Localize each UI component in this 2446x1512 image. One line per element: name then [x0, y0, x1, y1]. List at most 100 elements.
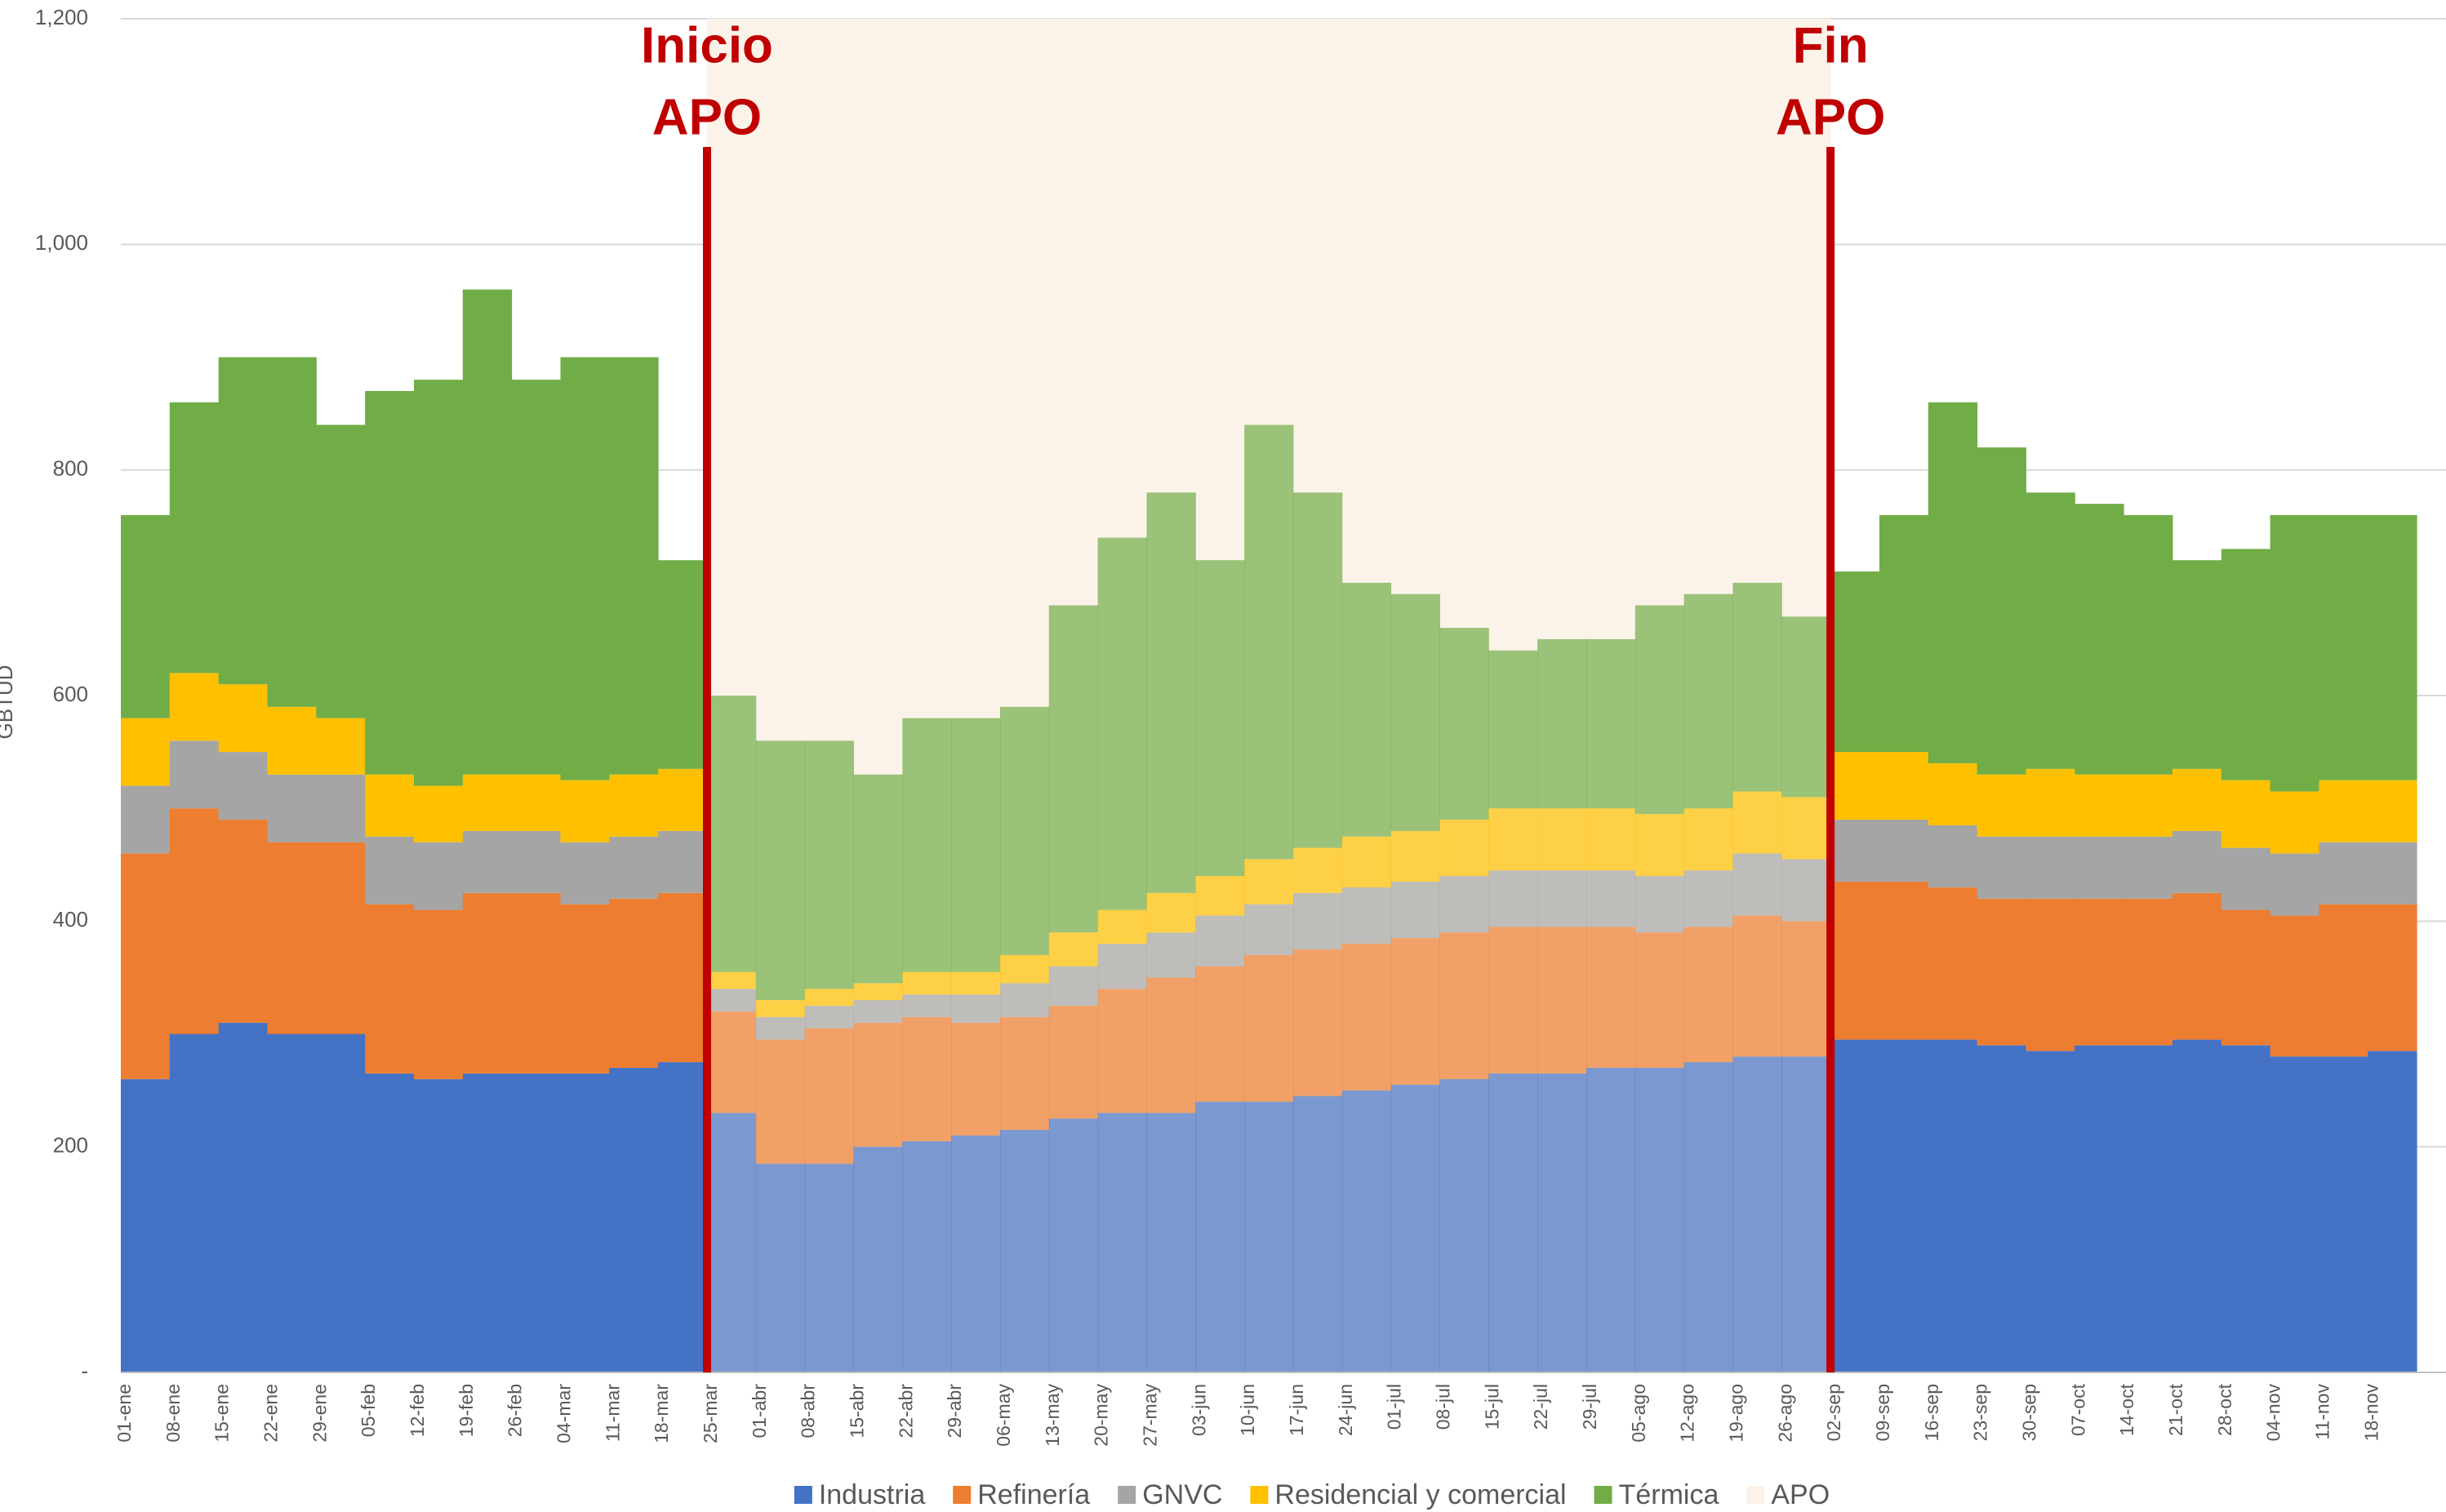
- bar-segment: [658, 1062, 708, 1372]
- bar-segment: [2270, 853, 2319, 916]
- bar-segment: [1048, 1005, 1099, 1119]
- legend-swatch: [794, 1486, 812, 1504]
- x-tick-label: 09-sep: [1872, 1384, 1893, 1441]
- x-tick-label: 27-may: [1140, 1384, 1161, 1447]
- bar-segment: [267, 706, 317, 775]
- bar-segment: [1341, 1090, 1392, 1372]
- x-tick-label: 03-jun: [1188, 1384, 1209, 1436]
- bar-segment: [1879, 752, 1929, 820]
- bar-segment: [1390, 1084, 1440, 1372]
- y-tick-label: 400: [53, 907, 88, 932]
- bar-segment: [511, 1073, 561, 1372]
- bar-segment: [706, 989, 757, 1012]
- bar-segment: [121, 718, 171, 786]
- bar-segment: [1585, 638, 1636, 809]
- bar-segment: [169, 402, 220, 674]
- bar-segment: [2221, 847, 2271, 910]
- bar-segment: [413, 785, 464, 843]
- bar-segment: [1634, 876, 1685, 933]
- bar-segment: [169, 740, 220, 809]
- bar-segment: [1634, 932, 1685, 1068]
- bar-segment: [1488, 927, 1538, 1074]
- bar-segment: [1537, 808, 1587, 871]
- bar-segment: [2368, 1051, 2417, 1372]
- bar-segment: [2075, 1045, 2124, 1372]
- bar-segment: [365, 1073, 415, 1372]
- bar-segment: [1097, 989, 1147, 1114]
- bar-segment: [1244, 859, 1294, 905]
- x-tick-label: 18-mar: [651, 1384, 672, 1443]
- x-tick-label: 28-oct: [2214, 1383, 2235, 1436]
- bar-segment: [218, 357, 268, 685]
- bar-segment: [2124, 774, 2173, 837]
- bar-segment: [999, 1016, 1050, 1130]
- bar-segment: [1439, 876, 1489, 933]
- x-tick-label: 15-ene: [211, 1384, 233, 1443]
- bar-segment: [609, 898, 659, 1068]
- bar-segment: [1390, 938, 1440, 1085]
- y-tick-label: 800: [53, 456, 88, 481]
- x-tick-label: 02-sep: [1823, 1384, 1844, 1441]
- bar-segment: [218, 684, 268, 753]
- legend-swatch: [1118, 1486, 1136, 1504]
- bar-segment: [1048, 932, 1099, 967]
- bar-segment: [121, 514, 171, 718]
- bar-segment: [169, 808, 220, 1034]
- bar-segment: [1830, 1039, 1880, 1372]
- bar-segment: [316, 774, 366, 843]
- bar-segment: [2075, 898, 2124, 1046]
- bar-segment: [1781, 616, 1831, 798]
- bar-segment: [1048, 1118, 1099, 1372]
- bar-segment: [1244, 904, 1294, 955]
- bar-segment: [609, 357, 659, 775]
- bar-segment: [1048, 966, 1099, 1006]
- bar-segment: [511, 892, 561, 1074]
- bar-segment: [1488, 1073, 1538, 1372]
- bar-segment: [1585, 927, 1636, 1068]
- bar-segment: [1683, 870, 1733, 927]
- bar-segment: [853, 1022, 903, 1147]
- bar-segment: [462, 830, 513, 893]
- x-tick-label: 06-may: [993, 1384, 1014, 1447]
- bar-segment: [755, 1016, 806, 1040]
- x-tick-label: 04-mar: [554, 1384, 575, 1443]
- bar-segment: [951, 1022, 1001, 1136]
- bar-segment: [1292, 492, 1343, 848]
- bar-segment: [1097, 537, 1147, 910]
- legend-label: APO: [1771, 1479, 1830, 1510]
- x-tick-label: 29-ene: [309, 1384, 330, 1443]
- bar-segment: [560, 904, 610, 1074]
- bar-segment: [1977, 447, 2026, 775]
- bar-segment: [1879, 1039, 1929, 1372]
- x-tick-label: 19-feb: [456, 1384, 477, 1437]
- legend-label: Térmica: [1619, 1479, 1719, 1510]
- bar-segment: [267, 357, 317, 707]
- x-tick-label: 25-mar: [700, 1384, 721, 1443]
- bar-segment: [1537, 1073, 1587, 1372]
- bar-segment: [853, 1146, 903, 1372]
- bar-segment: [658, 560, 708, 769]
- legend-label: GNVC: [1142, 1479, 1222, 1510]
- bar-segment: [218, 1022, 268, 1372]
- bar-segment: [1048, 605, 1099, 933]
- bar-segment: [1146, 977, 1196, 1114]
- bar-segment: [2172, 560, 2222, 769]
- bar-segment: [1244, 1101, 1294, 1372]
- bar-segment: [1488, 808, 1538, 871]
- bar-segment: [1146, 1113, 1196, 1372]
- bar-segment: [1879, 819, 1929, 882]
- bar-segment: [1732, 791, 1782, 854]
- bar-segment: [2270, 791, 2319, 854]
- bar-segment: [1634, 814, 1685, 877]
- bar-segment: [1195, 560, 1245, 877]
- x-tick-label: 22-abr: [895, 1384, 916, 1439]
- annotation: APO: [652, 89, 762, 145]
- bar-segment: [999, 706, 1050, 955]
- x-tick-label: 08-abr: [798, 1384, 819, 1439]
- x-tick-label: 22-ene: [260, 1384, 282, 1443]
- legend-label: Residencial y comercial: [1274, 1479, 1566, 1510]
- x-tick-label: 21-oct: [2165, 1383, 2186, 1436]
- x-tick-label: 01-ene: [113, 1384, 135, 1443]
- bar-segment: [804, 989, 854, 1006]
